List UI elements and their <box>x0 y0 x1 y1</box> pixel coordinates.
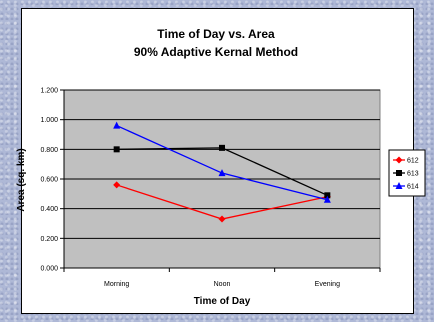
x-tick-label: Morning <box>104 281 129 288</box>
x-tick-label: Evening <box>315 281 340 288</box>
y-tick-label: 0.800 <box>40 147 58 154</box>
series-group <box>113 121 331 223</box>
y-axis-ticks: 0.000 0.200 0.400 0.600 0.800 1.000 1.200 <box>40 88 380 273</box>
y-axis-label: Area (sq. km) <box>16 148 27 211</box>
legend-label-613: 613 <box>407 171 419 178</box>
chart-title: Time of Day vs. Area <box>157 27 275 41</box>
legend-entries: 612 613 614 <box>393 156 419 191</box>
data-point-612 <box>113 181 121 189</box>
x-axis-ticks: Morning Noon Evening <box>63 268 381 288</box>
data-point-614 <box>113 121 121 129</box>
data-point-612 <box>218 215 226 223</box>
y-tick-label: 1.200 <box>40 88 58 95</box>
data-point-614 <box>218 169 226 177</box>
legend <box>388 149 426 197</box>
y-tick-label: 0.600 <box>40 177 58 184</box>
data-point-613 <box>324 192 331 199</box>
y-tick-label: 0.000 <box>40 266 58 273</box>
y-tick-label: 0.400 <box>40 206 58 213</box>
data-point-613 <box>113 146 120 153</box>
x-tick-label: Noon <box>214 281 231 288</box>
x-axis-label: Time of Day <box>194 296 251 307</box>
data-point-614 <box>323 195 331 203</box>
chart-subtitle: 90% Adaptive Kernal Method <box>134 45 298 59</box>
legend-marker-614 <box>395 182 403 189</box>
data-point-613 <box>219 144 225 151</box>
legend-marker-612 <box>395 156 403 164</box>
y-tick-label: 0.200 <box>40 236 58 243</box>
legend-label-612: 612 <box>407 158 419 165</box>
legend-label-614: 614 <box>407 184 419 191</box>
legend-marker-613 <box>396 170 402 176</box>
grid-lines <box>64 89 380 239</box>
y-tick-label: 1.000 <box>40 117 58 124</box>
